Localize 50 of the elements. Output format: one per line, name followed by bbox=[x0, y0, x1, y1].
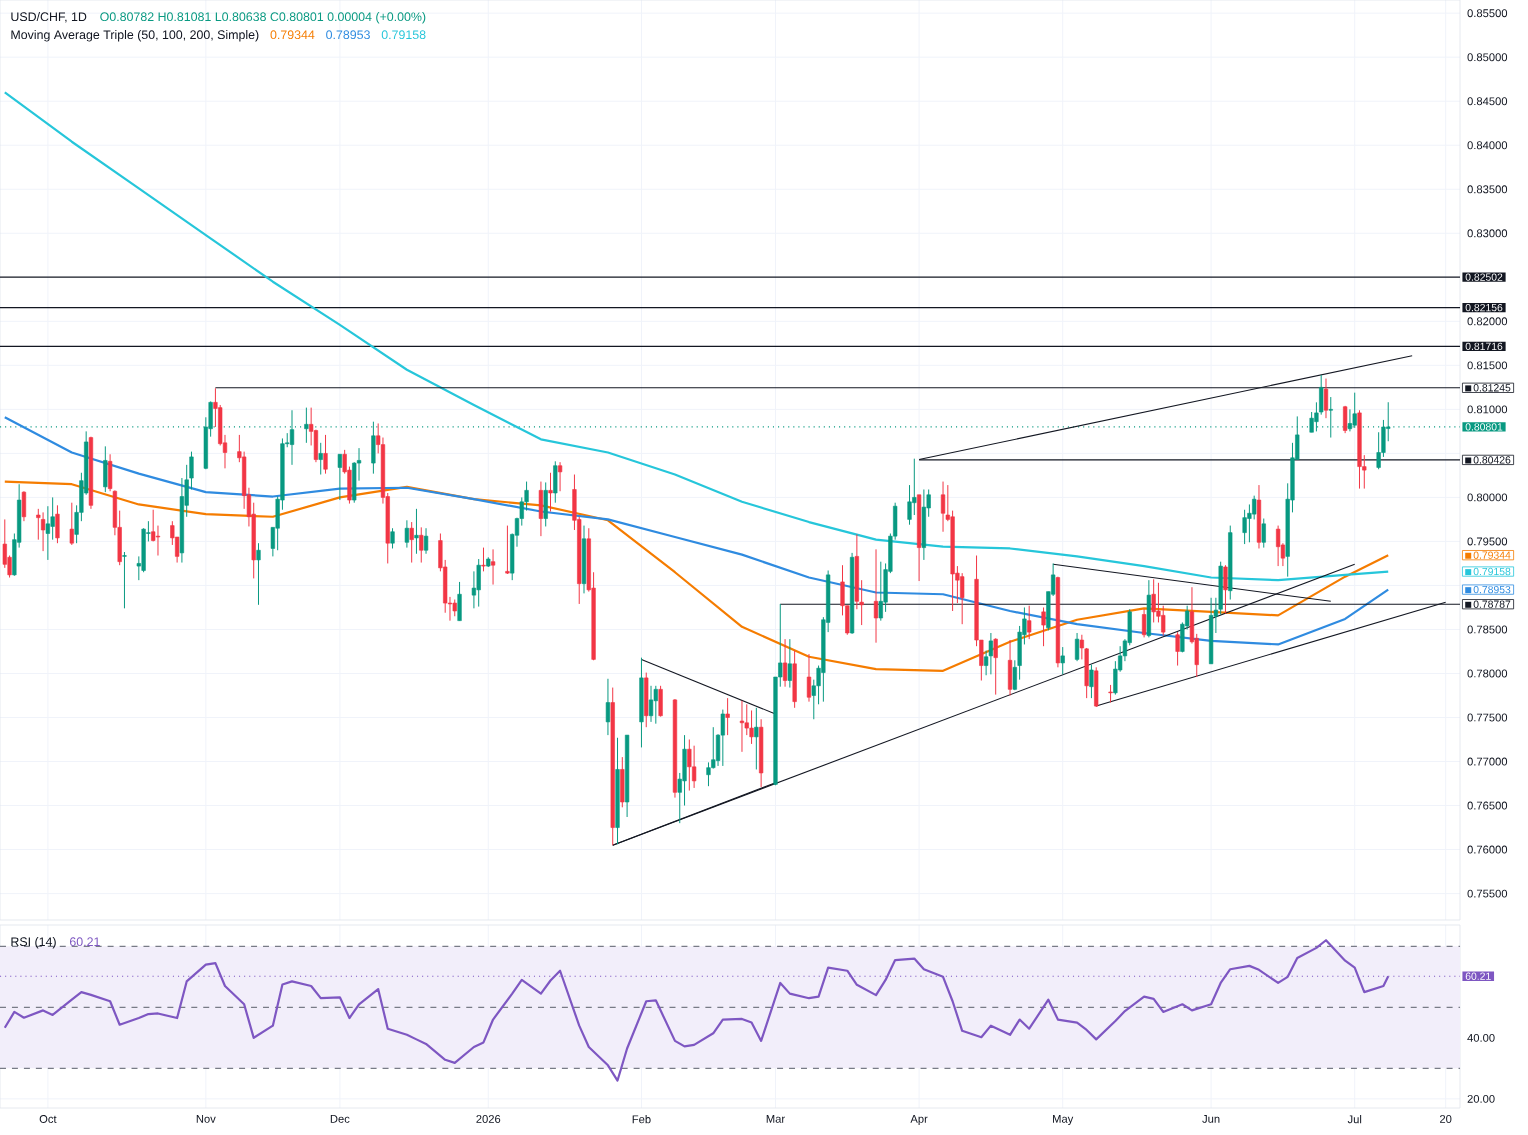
y-tick-label: 0.77500 bbox=[1467, 713, 1508, 722]
x-tick-label: Feb bbox=[632, 1115, 651, 1124]
y-tick-label: 0.79500 bbox=[1467, 537, 1508, 546]
ref-line-label: 60.21 bbox=[1465, 972, 1491, 980]
text: 0.79344 bbox=[270, 30, 315, 40]
text: RSI (14) bbox=[11, 937, 56, 949]
legend-label: 0.79344 bbox=[1473, 551, 1511, 559]
y-tick-label: 0.78500 bbox=[1467, 625, 1508, 634]
annotation: Moving Average Triple (50, 100, 200, Simple) bbox=[11, 29, 259, 42]
ref-line-label: 0.81716 bbox=[1465, 342, 1503, 351]
x-tick-label: 20 bbox=[1439, 1115, 1452, 1123]
text: 0.78953 bbox=[326, 30, 370, 40]
x-tick-label: 2026 bbox=[476, 1115, 501, 1123]
x-tick-label: Nov bbox=[196, 1115, 216, 1123]
x-tick-label: Apr bbox=[910, 1115, 928, 1126]
text: USD/CHF, 1D bbox=[11, 11, 87, 23]
x-tick-label: Mar bbox=[766, 1115, 785, 1123]
x-tick-label: Dec bbox=[330, 1115, 350, 1123]
y-tick-label: 0.76500 bbox=[1467, 801, 1508, 810]
y-tick-label: 40.00 bbox=[1467, 1033, 1495, 1042]
legend-label: 0.80426 bbox=[1473, 456, 1511, 464]
y-tick-label: 0.81000 bbox=[1467, 405, 1508, 414]
y-tick-label: 0.76000 bbox=[1467, 845, 1508, 854]
legend-label: 0.81245 bbox=[1473, 384, 1511, 392]
y-tick-label: 0.82000 bbox=[1467, 317, 1508, 326]
legend-label: 0.78953 bbox=[1473, 585, 1511, 594]
legend-label: 0.78787 bbox=[1473, 600, 1511, 608]
text: 60.21 bbox=[69, 937, 100, 947]
y-tick-label: 0.80000 bbox=[1467, 493, 1508, 502]
text: 0.79158 bbox=[381, 30, 426, 40]
ref-line-label: 0.80801 bbox=[1465, 423, 1503, 431]
ref-line-label: 0.82502 bbox=[1465, 273, 1503, 281]
y-tick-label: 0.77000 bbox=[1467, 757, 1508, 766]
y-tick-label: 0.85500 bbox=[1467, 9, 1508, 18]
y-tick-label: 0.83000 bbox=[1467, 229, 1508, 238]
x-tick-label: Jul bbox=[1347, 1115, 1362, 1124]
legend-label: 0.79158 bbox=[1473, 567, 1511, 576]
text: O0.80782 H0.81081 L0.80638 C0.80801 0.00004 (+0.00%) bbox=[100, 11, 426, 24]
y-tick-label: 20.00 bbox=[1467, 1094, 1495, 1103]
y-tick-label: 0.84000 bbox=[1467, 141, 1508, 150]
ref-line-label: 0.82156 bbox=[1465, 303, 1503, 312]
y-tick-label: 0.85000 bbox=[1467, 53, 1508, 62]
y-tick-label: 0.83500 bbox=[1467, 185, 1508, 194]
x-tick-label: Jun bbox=[1202, 1115, 1220, 1123]
x-tick-label: Oct bbox=[39, 1115, 57, 1123]
x-tick-label: May bbox=[1053, 1115, 1074, 1126]
y-tick-label: 0.75500 bbox=[1467, 889, 1508, 898]
y-tick-label: 0.81500 bbox=[1467, 361, 1508, 370]
y-tick-label: 0.84500 bbox=[1467, 97, 1508, 106]
y-tick-label: 0.78000 bbox=[1467, 669, 1508, 678]
